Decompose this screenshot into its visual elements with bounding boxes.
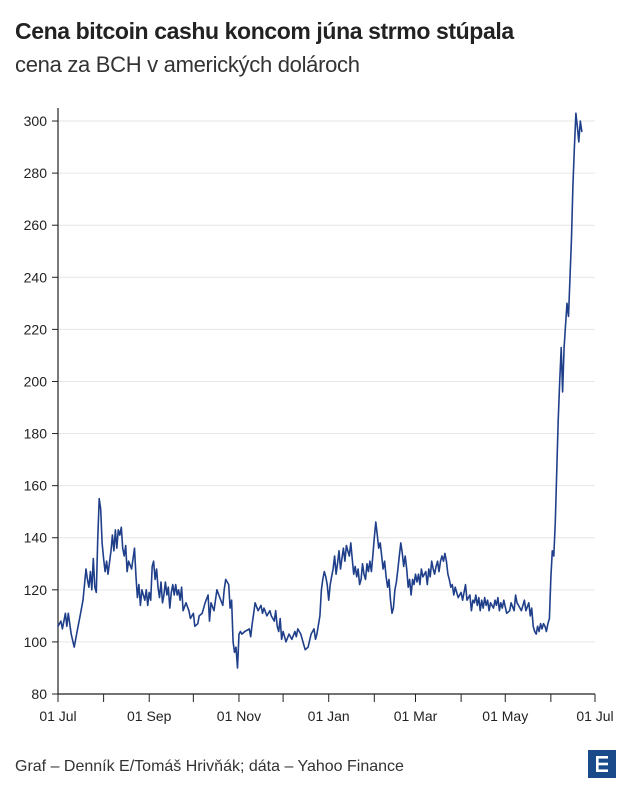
- x-tick-label: 01 Nov: [217, 708, 261, 724]
- y-tick-label-200: 200: [24, 373, 48, 389]
- grid-lines: [58, 120, 595, 643]
- y-tick-label-220: 220: [24, 321, 48, 337]
- y-tick-label-280: 280: [24, 165, 48, 181]
- y-axis: 80 100 120 140 160 180 200 220 240 260 280 300: [24, 108, 59, 702]
- y-tick-label-300: 300: [24, 113, 48, 129]
- x-tick-label: 01 May: [482, 708, 528, 724]
- y-tick-label-80: 80: [31, 686, 47, 702]
- x-tick-label: 01 Jan: [308, 708, 350, 724]
- series-line-BCH: [57, 112, 583, 669]
- series-layer: [57, 112, 583, 669]
- source-credit: Graf – Denník E/Tomáš Hrivňák; dáta – Ya…: [15, 758, 404, 775]
- chart-subtitle: cena za BCH v amerických dolároch: [15, 52, 360, 77]
- x-tick-label: 01 Jul: [39, 708, 76, 724]
- y-tick-label-140: 140: [24, 530, 48, 546]
- y-tick-label-120: 120: [24, 582, 48, 598]
- chart-title: Cena bitcoin cashu koncom júna strmo stú…: [15, 18, 514, 44]
- x-axis: 01 Jul 01 Sep 01 Nov 01 Jan 01 Mar 01 May 01 J…: [39, 693, 614, 724]
- y-tick-label-260: 260: [24, 217, 48, 233]
- y-tick-label-240: 240: [24, 269, 48, 285]
- y-tick-label-100: 100: [24, 634, 48, 650]
- dennik-e-logo-icon: [588, 750, 616, 778]
- y-tick-label-160: 160: [24, 478, 48, 494]
- x-tick-label: 01 Jul: [576, 708, 613, 724]
- x-tick-label: 01 Sep: [127, 708, 172, 724]
- x-tick-label: 01 Mar: [394, 708, 438, 724]
- y-tick-label-180: 180: [24, 426, 48, 442]
